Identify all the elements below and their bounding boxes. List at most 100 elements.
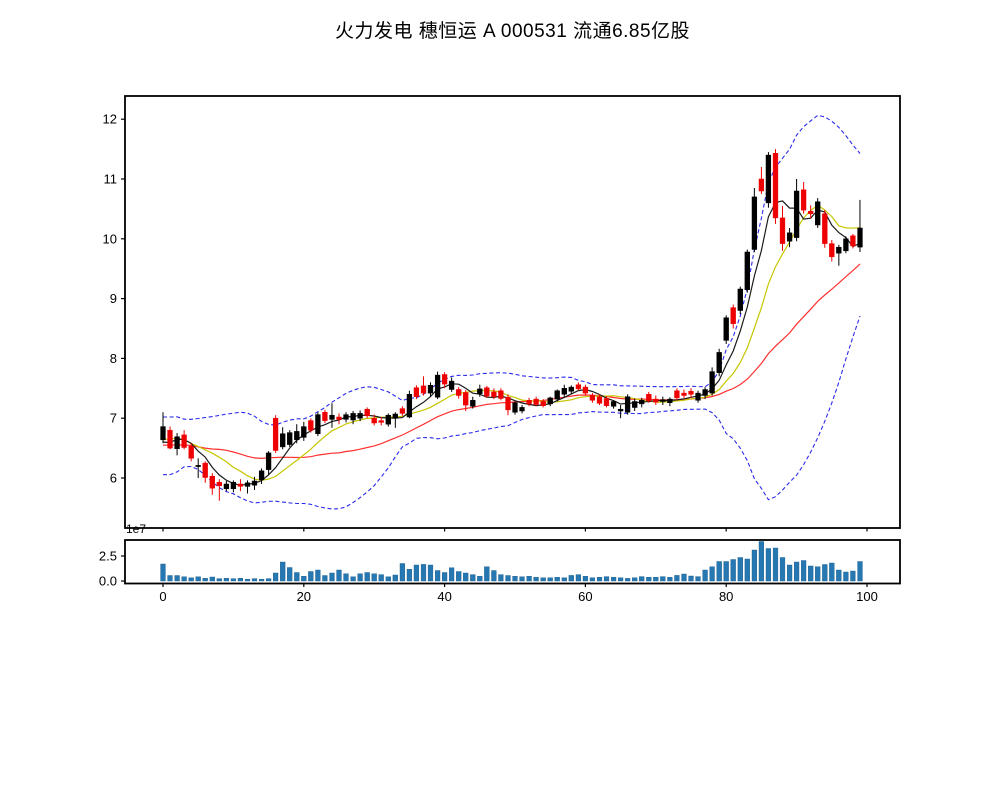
volume-bar [568, 575, 574, 582]
candle-down [800, 189, 807, 211]
candle-up [448, 380, 455, 390]
candle-up [258, 470, 265, 481]
volume-bar [477, 576, 483, 582]
volume-bar [406, 569, 413, 582]
volume-bar [350, 576, 356, 582]
candles [160, 149, 863, 501]
volume-bar [737, 557, 743, 582]
candle-up [561, 388, 567, 395]
price-tick-label: 7 [110, 411, 117, 426]
volume-bar [484, 566, 490, 582]
candle-down [237, 483, 244, 487]
volume-bar [322, 575, 328, 582]
candle-up [287, 432, 293, 445]
candle-down [463, 392, 469, 406]
volume-bar [280, 561, 286, 582]
volume-bar [625, 578, 631, 582]
x-tick-label: 80 [719, 589, 733, 604]
volume-panel-border [124, 539, 901, 585]
candle-down [540, 401, 546, 406]
volume-bar [259, 579, 265, 582]
x-tick-label: 40 [437, 589, 451, 604]
candle-down [850, 235, 856, 247]
candle-up [477, 388, 483, 394]
volume-bar [681, 573, 687, 582]
bollinger-upper-line [163, 114, 861, 426]
volume-bar [758, 541, 765, 582]
price-tick-label: 8 [110, 351, 117, 366]
candle-up [343, 414, 349, 420]
volume-bar [456, 571, 462, 582]
volume-bar [751, 549, 758, 582]
price-tick-label: 12 [103, 112, 117, 127]
volume-bar [519, 576, 525, 582]
volume-bar [463, 572, 469, 582]
candle-down [758, 178, 765, 192]
volume-bar [596, 577, 603, 582]
candle-down [822, 213, 828, 244]
volume-bar [843, 571, 849, 582]
candle-down [216, 481, 222, 487]
volume-bar [540, 577, 546, 582]
x-tick-label: 60 [578, 589, 592, 604]
volume-bar [822, 564, 828, 582]
volume-bar [315, 569, 321, 582]
volume-bar [209, 576, 215, 582]
volume-bar [491, 570, 497, 582]
candle-down [378, 420, 384, 423]
volume-bar [836, 569, 842, 582]
volume-bar [618, 577, 624, 582]
volume-bar [667, 577, 673, 582]
candle-up [230, 481, 237, 490]
volume-bar [498, 574, 504, 582]
volume-bar [427, 564, 434, 582]
candle-up [702, 389, 708, 396]
candle-down [181, 434, 187, 448]
candle-down [730, 307, 736, 324]
volume-bars [160, 541, 863, 582]
volume-bar [779, 557, 786, 582]
volume-bar [301, 576, 307, 582]
volume-bar [744, 558, 750, 582]
volume-bar [385, 576, 391, 582]
candle-up [160, 426, 166, 441]
price-tick-label: 9 [110, 291, 117, 306]
candle-up [723, 317, 729, 341]
candle-down [681, 392, 687, 396]
candle-up [737, 288, 743, 311]
candle-down [779, 217, 786, 244]
volume-bar [765, 548, 772, 582]
candle-up [554, 390, 560, 400]
volume-bar [202, 578, 208, 582]
volume-bar [723, 561, 729, 582]
candle-up [329, 414, 335, 420]
panel-borders [124, 95, 901, 585]
volume-bar [329, 572, 335, 582]
candle-down [491, 391, 497, 397]
candle-down [596, 396, 603, 404]
candle-up [280, 433, 286, 448]
x-tick-label: 0 [159, 589, 166, 604]
candle-down [167, 429, 173, 449]
volume-bar [589, 577, 596, 582]
candle-down [646, 394, 652, 402]
volume-bar [237, 578, 244, 582]
x-tick-label: 100 [856, 589, 878, 604]
candle-down [498, 390, 504, 399]
volume-bar [653, 577, 659, 582]
candle-up [294, 431, 300, 441]
candle-up [836, 246, 842, 254]
volume-bar [674, 575, 680, 582]
volume-tick-label: 2.5 [99, 549, 117, 564]
candle-down [364, 408, 370, 417]
candle-down [505, 397, 511, 411]
volume-bar [639, 576, 645, 582]
volume-bar [772, 547, 779, 582]
volume-bar [660, 576, 666, 582]
volume-bar [378, 574, 384, 582]
price-x-ticks [162, 528, 868, 532]
candle-down [829, 243, 835, 258]
volume-bar [188, 577, 194, 582]
